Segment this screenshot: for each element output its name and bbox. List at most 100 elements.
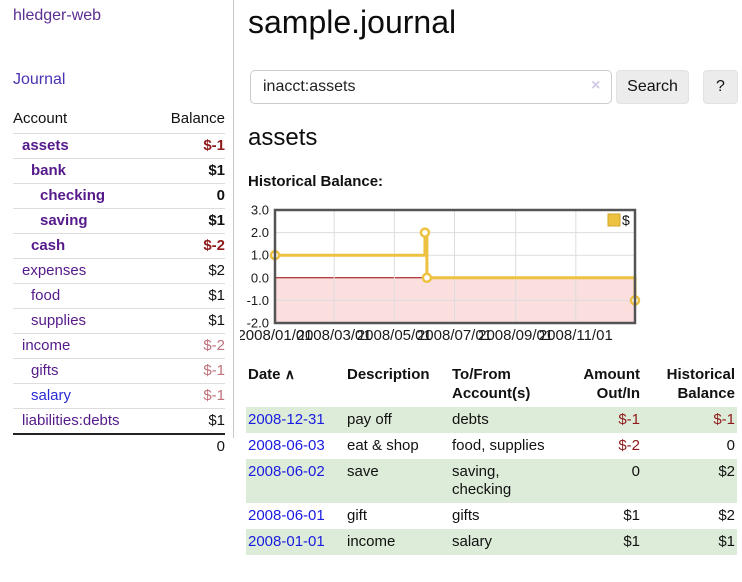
account-balance: $1 [153,158,225,184]
transaction-description: income [347,533,396,550]
app-title-link[interactable]: hledger-web [13,7,102,24]
search-button[interactable]: Search [616,70,689,104]
account-balance: $-1 [153,383,225,409]
transaction-date-link[interactable]: 2008-01-01 [248,533,325,550]
account-link-income[interactable]: income [22,337,71,354]
svg-text:2008/09/01: 2008/09/01 [478,327,553,344]
account-link-assets[interactable]: assets [22,137,69,154]
sidebar-account-row: saving $1 [13,208,225,234]
sidebar-account-row: supplies $1 [13,308,225,334]
sidebar-account-row: liabilities:debts $1 [13,408,225,434]
transaction-balance: $2 [718,507,735,524]
svg-text:2008/05/01: 2008/05/01 [357,327,432,344]
register-row: 2008-06-03 eat & shop food, supplies $-2… [246,433,737,459]
account-link-gifts[interactable]: gifts [31,362,59,379]
svg-text:2.0: 2.0 [251,225,269,240]
register-header-row: Date ∧ Description To/From Account(s) Amo… [246,363,737,407]
transaction-balance: $1 [718,533,735,550]
transaction-description: pay off [347,411,392,428]
sidebar-account-row: income $-2 [13,333,225,359]
sidebar-account-row: salary $-1 [13,383,225,409]
transaction-accounts: debts [452,411,489,428]
register-row: 2008-06-01 gift gifts $1 $2 [246,503,737,529]
help-button[interactable]: ? [703,70,738,104]
transaction-description: gift [347,507,368,524]
svg-text:2008/11/01: 2008/11/01 [539,327,613,344]
sidebar-total-row: 0 [13,433,225,459]
transaction-date-link[interactable]: 2008-06-02 [248,463,325,480]
transaction-date-link[interactable]: 2008-06-01 [248,507,325,524]
transaction-description: save [347,463,379,480]
search-input[interactable] [250,70,612,104]
account-balance: $-1 [153,133,225,159]
transaction-amount: $-1 [618,411,640,428]
account-column-header: Account [13,110,68,127]
balance-chart: 3.0 2.0 1.0 0.0 -1.0 -2.02008/01/012008/03/01… [240,203,641,344]
svg-text:2008/03/01: 2008/03/01 [297,327,372,344]
account-balance: $1 [153,208,225,234]
svg-text:$: $ [622,212,630,228]
account-link-supplies[interactable]: supplies [31,312,87,329]
account-link-saving[interactable]: saving [40,212,88,229]
svg-text:-2.0: -2.0 [247,316,269,331]
transaction-description: eat & shop [347,437,419,454]
sidebar-account-row: cash $-2 [13,233,225,259]
transaction-amount: $1 [623,507,640,524]
account-balance: $1 [153,283,225,309]
svg-text:2008/07/01: 2008/07/01 [417,327,492,344]
description-header: Description [347,366,430,383]
date-sort-header[interactable]: Date ∧ [248,366,295,383]
transaction-accounts: gifts [452,507,480,524]
account-balance: $-2 [153,333,225,359]
account-heading: assets [248,124,318,151]
sidebar-divider [233,0,234,438]
account-link-expenses[interactable]: expenses [22,262,87,279]
chart-title: Historical Balance: [248,173,384,190]
account-balance: $1 [153,408,225,434]
transaction-accounts: saving, checking [452,463,512,498]
total-balance: 0 [13,433,225,459]
register-row: 2008-06-02 save saving, checking 0 $2 [246,459,737,503]
balance-header: Historical Balance [666,366,735,402]
svg-text:0.0: 0.0 [251,270,269,285]
register-table: Date ∧ Description To/From Account(s) Amo… [246,363,737,555]
account-link-liabilities-debts[interactable]: liabilities:debts [22,412,120,429]
sort-ascending-icon: ∧ [284,366,295,382]
transaction-date-link[interactable]: 2008-06-03 [248,437,325,454]
sidebar-account-row: bank $1 [13,158,225,184]
account-balance: $1 [153,308,225,334]
transaction-amount: 0 [631,463,640,480]
svg-text:2008/01/01: 2008/01/01 [240,327,313,344]
transaction-balance: $2 [718,463,735,480]
transaction-amount: $-2 [618,437,640,454]
tofrom-header: To/From Account(s) [452,366,531,402]
account-link-checking[interactable]: checking [40,187,106,204]
sidebar-account-row: assets $-1 [13,133,225,159]
transaction-accounts: food, supplies [452,437,545,454]
svg-text:1.0: 1.0 [251,248,269,263]
account-link-salary[interactable]: salary [31,387,72,404]
account-balance: 0 [153,183,225,209]
transaction-balance: 0 [726,437,735,454]
account-link-bank[interactable]: bank [31,162,67,179]
transaction-date-link[interactable]: 2008-12-31 [248,411,325,428]
register-row: 2008-12-31 pay off debts $-1 $-1 [246,407,737,433]
account-link-food[interactable]: food [31,287,61,304]
sidebar-account-row: checking 0 [13,183,225,209]
account-balance: $-1 [153,358,225,384]
balance-column-header: Balance [170,110,225,127]
svg-text:-1.0: -1.0 [247,293,269,308]
page-title: sample.journal [248,4,457,40]
sidebar-account-row: expenses $2 [13,258,225,284]
sidebar-item-journal[interactable]: Journal [13,71,66,88]
transaction-balance: $-1 [713,411,735,428]
transaction-amount: $1 [623,533,640,550]
register-row: 2008-01-01 income salary $1 $1 [246,529,737,555]
sidebar-account-row: food $1 [13,283,225,309]
amount-header: Amount Out/In [583,366,640,402]
clear-search-icon[interactable]: × [591,77,601,94]
transaction-accounts: salary [452,533,493,550]
account-link-cash[interactable]: cash [31,237,66,254]
account-balance: $2 [153,258,225,284]
sidebar-account-row: gifts $-1 [13,358,225,384]
